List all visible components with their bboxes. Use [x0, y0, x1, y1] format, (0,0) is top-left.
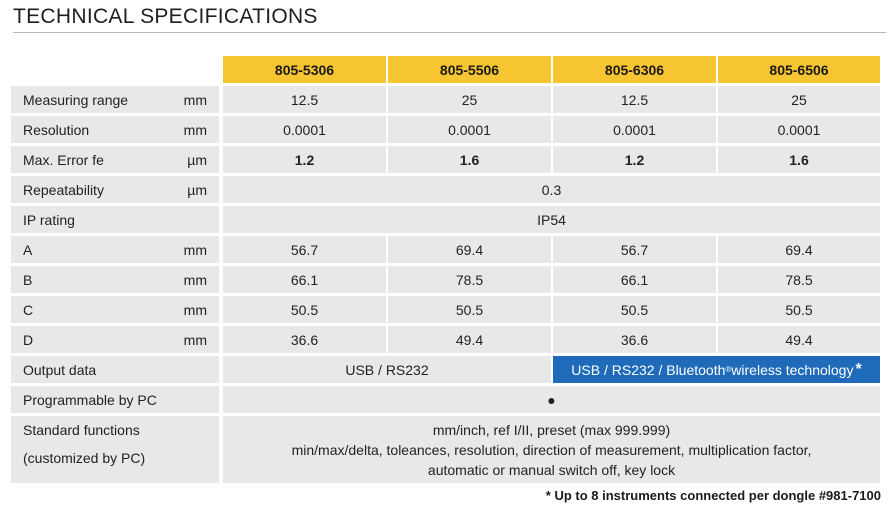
label-text: D [23, 331, 34, 348]
value-cell-merged: 0.3 [223, 176, 880, 203]
value-cell: 1.2 [223, 146, 386, 173]
label-text: Programmable by PC [23, 391, 157, 408]
label-text: B [23, 271, 33, 288]
row-label-repeatability: Repeatability µm [11, 176, 219, 203]
value-cell: 1.2 [553, 146, 716, 173]
label-text: A [23, 241, 33, 258]
value-cell: 36.6 [553, 326, 716, 353]
value-cell: 1.6 [718, 146, 880, 173]
unit-text: mm [183, 241, 207, 258]
value-cell: 69.4 [718, 236, 880, 263]
label-text: Resolution [23, 121, 90, 138]
footnote: * Up to 8 instruments connected per dong… [545, 488, 881, 503]
column-header-805-6506: 805-6506 [718, 56, 880, 83]
value-cell: 66.1 [223, 266, 386, 293]
footnote-star: * [855, 360, 862, 378]
row-label-a: A mm [11, 236, 219, 263]
row-label-max-error: Max. Error fe µm [11, 146, 219, 173]
row-label-resolution: Resolution mm [11, 116, 219, 143]
bluetooth-text-pre: USB / RS232 / Bluetooth [571, 361, 726, 378]
bluetooth-text-post: wireless technology [731, 361, 854, 378]
functions-line-3: automatic or manual switch off, key lock [427, 461, 676, 478]
unit-text: mm [183, 121, 207, 138]
functions-line-2: min/max/delta, toleances, resolution, di… [291, 441, 812, 458]
unit-text: µm [187, 151, 207, 168]
label-text: Max. Error fe [23, 151, 104, 168]
column-header-805-5506: 805-5506 [388, 56, 551, 83]
value-cell: 0.0001 [553, 116, 716, 143]
label-text: C [23, 301, 34, 318]
value-cell: 69.4 [388, 236, 551, 263]
title-divider [13, 32, 886, 33]
value-cell: 56.7 [223, 236, 386, 263]
page-title: TECHNICAL SPECIFICATIONS [13, 5, 318, 28]
value-cell: 1.6 [388, 146, 551, 173]
row-label-standard-functions: Standard functions (customized by PC) [11, 416, 219, 483]
value-cell: 25 [718, 86, 880, 113]
value-cell: 66.1 [553, 266, 716, 293]
bullet-dot: ● [547, 391, 556, 408]
row-label-programmable: Programmable by PC [11, 386, 219, 413]
row-label-b: B mm [11, 266, 219, 293]
value-cell: 78.5 [388, 266, 551, 293]
row-label-output-data: Output data [11, 356, 219, 383]
value-cell: 50.5 [223, 296, 386, 323]
unit-text: µm [187, 181, 207, 198]
label-text: Repeatability [23, 181, 104, 198]
value-cell: 0.0001 [388, 116, 551, 143]
value-cell: 12.5 [223, 86, 386, 113]
label-line-1: Standard functions [23, 422, 140, 438]
value-cell-merged: USB / RS232 [223, 356, 551, 383]
label-text: IP rating [23, 211, 75, 228]
value-cell: 0.0001 [718, 116, 880, 143]
unit-text: mm [183, 331, 207, 348]
value-cell: 78.5 [718, 266, 880, 293]
row-label-c: C mm [11, 296, 219, 323]
value-cell: 50.5 [553, 296, 716, 323]
value-cell: 56.7 [553, 236, 716, 263]
value-cell: 36.6 [223, 326, 386, 353]
unit-text: mm [183, 271, 207, 288]
functions-line-1: mm/inch, ref I/II, preset (max 999.999) [432, 421, 671, 438]
unit-text: mm [183, 301, 207, 318]
value-cell-merged: ● [223, 386, 880, 413]
value-cell: 49.4 [718, 326, 880, 353]
label-line-2: (customized by PC) [23, 450, 146, 466]
label-text: Output data [23, 361, 97, 378]
unit-text: mm [183, 91, 207, 108]
value-cell: 50.5 [388, 296, 551, 323]
value-cell-standard-functions: mm/inch, ref I/II, preset (max 999.999) … [223, 416, 880, 483]
registered-mark: ® [725, 365, 732, 374]
row-label-d: D mm [11, 326, 219, 353]
row-label-measuring-range: Measuring range mm [11, 86, 219, 113]
column-header-805-6306: 805-6306 [553, 56, 716, 83]
value-cell: 0.0001 [223, 116, 386, 143]
column-header-805-5306: 805-5306 [223, 56, 386, 83]
row-label-ip-rating: IP rating [11, 206, 219, 233]
value-cell: 50.5 [718, 296, 880, 323]
value-cell-merged: IP54 [223, 206, 880, 233]
value-cell: 25 [388, 86, 551, 113]
value-cell: 12.5 [553, 86, 716, 113]
value-cell-bluetooth: USB / RS232 / Bluetooth ® wireless techno… [553, 356, 880, 383]
value-cell: 49.4 [388, 326, 551, 353]
label-text: Measuring range [23, 91, 129, 108]
